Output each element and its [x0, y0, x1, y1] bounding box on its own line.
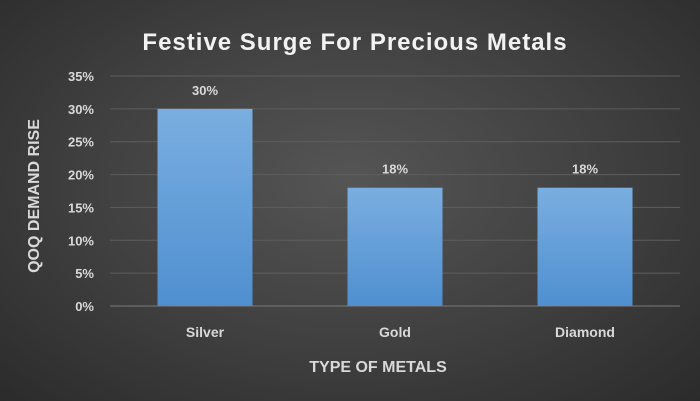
bar-diamond: [537, 187, 633, 306]
y-tick-label: 5%: [75, 266, 94, 281]
y-tick-label: 35%: [68, 69, 94, 84]
y-tick-label: 0%: [75, 299, 94, 314]
x-axis-ticks: Silver Gold Diamond: [186, 324, 615, 340]
data-label: 30%: [192, 83, 218, 98]
data-labels: 30% 18% 18%: [192, 83, 598, 177]
y-tick-label: 25%: [68, 135, 94, 150]
y-tick-label: 15%: [68, 200, 94, 215]
bars: [157, 108, 633, 306]
data-label: 18%: [572, 162, 598, 177]
y-tick-label: 10%: [68, 233, 94, 248]
bar-silver: [157, 108, 253, 306]
x-tick-label: Diamond: [555, 324, 615, 340]
y-tick-label: 20%: [68, 168, 94, 183]
x-axis-title: TYPE OF METALS: [309, 359, 447, 376]
y-tick-label: 30%: [68, 102, 94, 117]
y-axis-ticks: 0% 5% 10% 15% 20% 25% 30% 35%: [68, 69, 94, 314]
y-axis-title: QOQ DEMAND RISE: [26, 119, 43, 273]
x-tick-label: Gold: [379, 324, 411, 340]
x-tick-label: Silver: [186, 324, 225, 340]
chart-title: Festive Surge For Precious Metals: [142, 29, 567, 56]
bar-gold: [347, 187, 443, 306]
data-label: 18%: [382, 162, 408, 177]
